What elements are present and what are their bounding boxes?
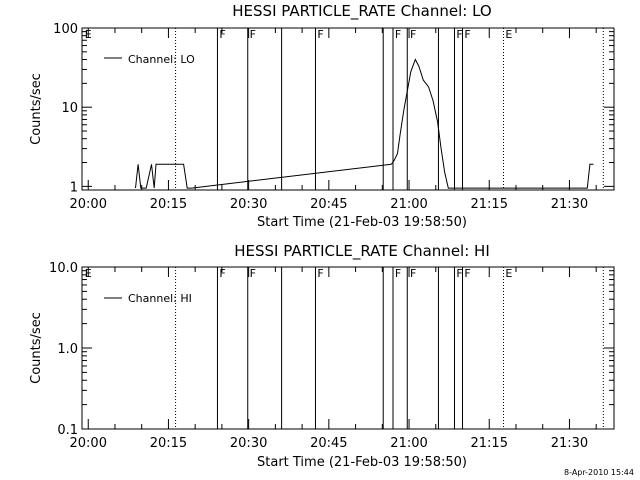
y-tick-label: 1	[70, 180, 78, 195]
flare-flag-label: F	[250, 28, 256, 41]
flare-flag-label: F	[464, 28, 470, 41]
x-tick-label: 20:00	[70, 197, 107, 212]
x-tick-label: 21:30	[551, 197, 588, 212]
flare-flag-label: F	[317, 28, 323, 41]
y-axis-label: Counts/sec	[29, 312, 44, 384]
plot-title: HESSI PARTICLE_RATE Channel: HI	[234, 242, 490, 261]
flare-flag-label: F	[410, 28, 416, 41]
legend-label: Channel: LO	[128, 53, 195, 66]
y-tick-label: 100	[53, 22, 78, 37]
flare-flag-label: F	[219, 28, 225, 41]
hi-channel-plot: HESSI PARTICLE_RATE Channel: HI Start Ti…	[29, 242, 615, 470]
x-axis-label: Start Time (21-Feb-03 19:58:50)	[257, 455, 467, 470]
x-tick-label: 20:15	[150, 436, 187, 451]
y-tick-label: 1.0	[57, 342, 78, 357]
series-line	[135, 58, 594, 189]
y-axis-label: Counts/sec	[29, 73, 44, 145]
x-tick-label: 20:30	[230, 436, 267, 451]
x-tick-label: 20:00	[70, 436, 107, 451]
timestamp: 8-Apr-2010 15:44	[564, 468, 634, 477]
x-tick-label: 20:45	[310, 197, 347, 212]
flare-flag-label: F	[317, 267, 323, 280]
flare-flag-label: F	[250, 267, 256, 280]
x-tick-label: 20:45	[310, 436, 347, 451]
x-tick-label: 20:30	[230, 197, 267, 212]
flare-flag-label: F	[410, 267, 416, 280]
plot-frame	[81, 27, 615, 191]
y-tick-label: 0.1	[57, 423, 78, 438]
lo-channel-plot: HESSI PARTICLE_RATE Channel: LO Start Ti…	[29, 2, 615, 230]
x-tick-label: 21:00	[390, 436, 427, 451]
eclipse-flag-label: E	[85, 267, 92, 280]
flare-flag-label: F	[395, 267, 401, 280]
flare-flag-label: F	[395, 28, 401, 41]
eclipse-flag-label: E	[505, 28, 512, 41]
flare-flag-label: F	[464, 267, 470, 280]
flare-flag-label: F	[219, 267, 225, 280]
y-tick-label: 10	[61, 101, 78, 116]
legend-label: Channel: HI	[128, 292, 192, 305]
x-tick-label: 21:30	[551, 436, 588, 451]
eclipse-flag-label: E	[505, 267, 512, 280]
x-axis-label: Start Time (21-Feb-03 19:58:50)	[257, 215, 467, 230]
flare-flag-label: F	[456, 267, 462, 280]
y-tick-label: 10.0	[49, 261, 78, 276]
x-tick-label: 21:15	[471, 436, 508, 451]
plot-title: HESSI PARTICLE_RATE Channel: LO	[232, 2, 491, 21]
x-tick-label: 20:15	[150, 197, 187, 212]
x-tick-label: 21:00	[390, 197, 427, 212]
eclipse-flag-label: E	[85, 28, 92, 41]
flare-flag-label: F	[456, 28, 462, 41]
x-tick-label: 21:15	[471, 197, 508, 212]
